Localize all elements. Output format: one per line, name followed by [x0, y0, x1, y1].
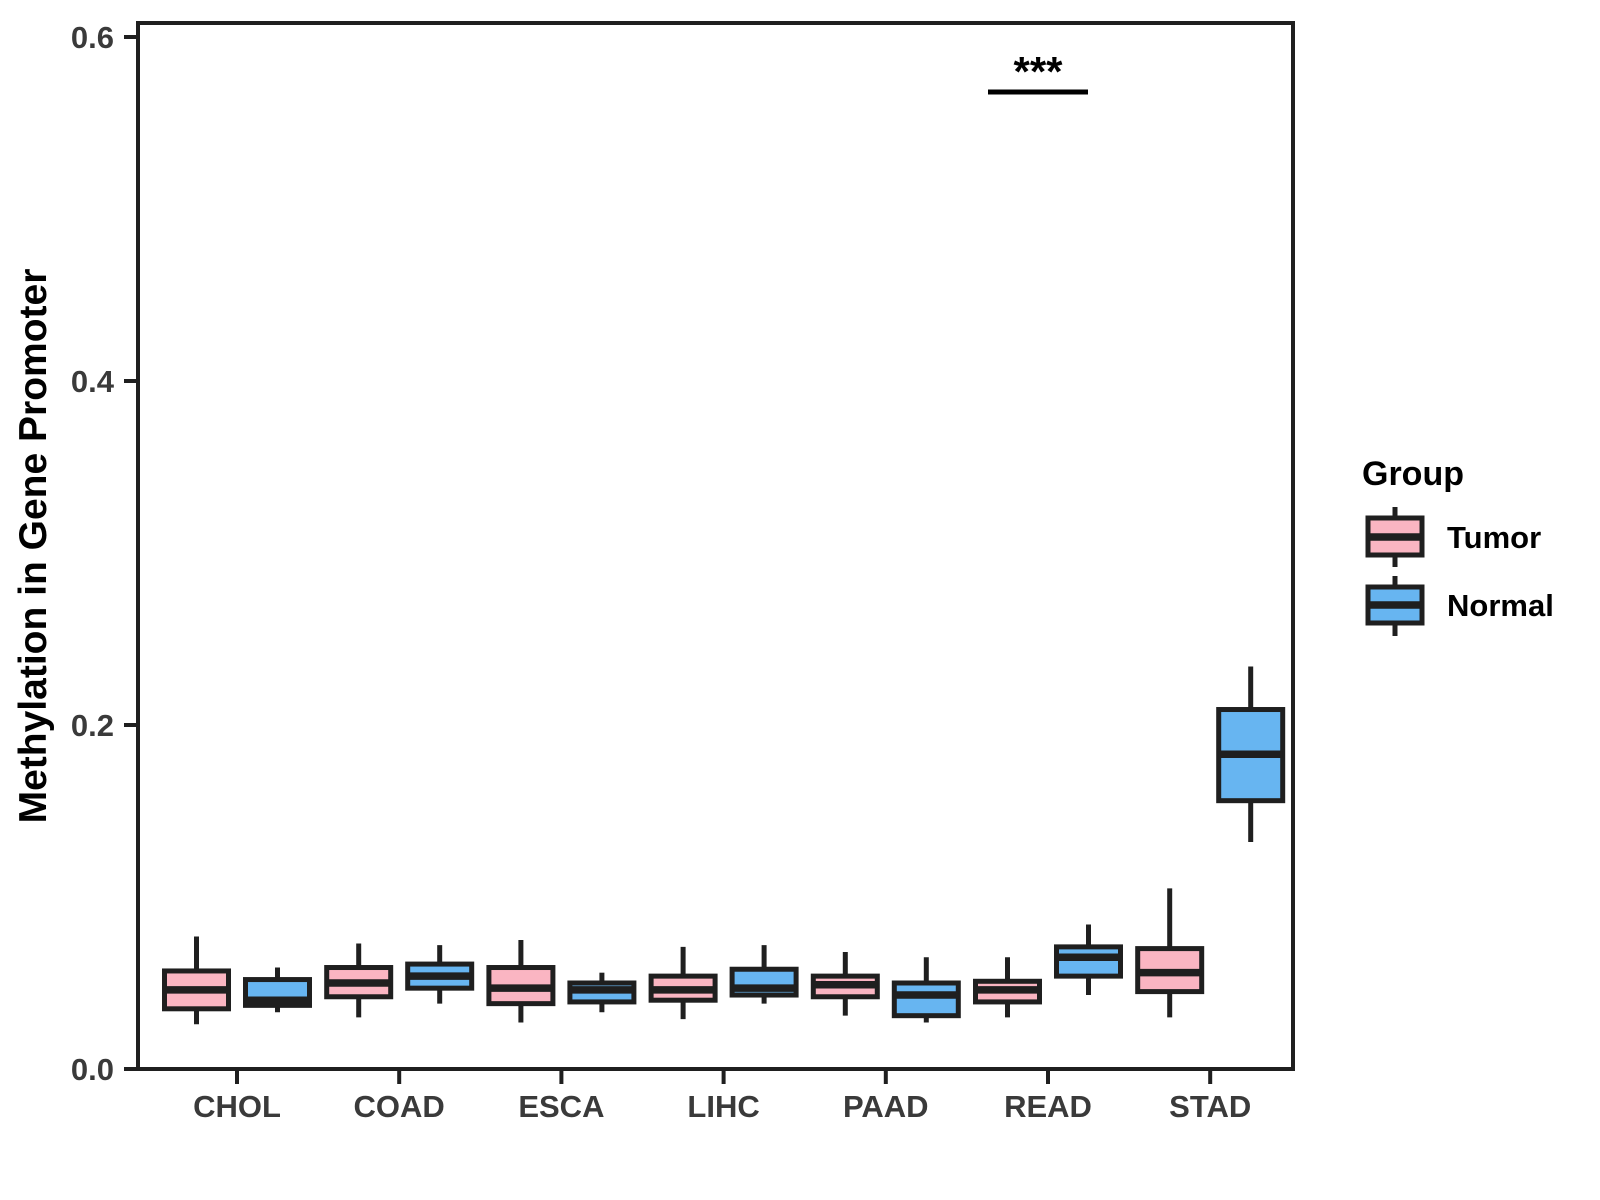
- y-tick-label: 0.6: [71, 20, 114, 55]
- boxplot-read-normal: [1054, 924, 1123, 996]
- boxplot-coad-normal: [405, 945, 475, 1004]
- x-axis-label-chol: CHOL: [193, 1089, 281, 1124]
- legend-label-normal: Normal: [1447, 588, 1554, 623]
- y-tick-label: 0.0: [71, 1052, 114, 1087]
- x-axis-label-stad: STAD: [1169, 1089, 1251, 1124]
- legend: Group Tumor Normal: [1362, 455, 1554, 636]
- boxplot-chol-tumor: [162, 936, 231, 1025]
- x-axis-label-lihc: LIHC: [687, 1089, 759, 1124]
- x-axis-label-coad: COAD: [354, 1089, 445, 1124]
- boxplot-paad-tumor: [810, 952, 880, 1016]
- iqr-box: [891, 980, 961, 1019]
- x-axis-label-read: READ: [1004, 1089, 1092, 1124]
- legend-entry-normal: Normal: [1365, 576, 1554, 636]
- x-axis-label-paad: PAAD: [843, 1089, 929, 1124]
- y-tick-label: 0.2: [71, 708, 114, 743]
- boxplot-lihc-tumor: [648, 946, 718, 1020]
- y-axis-title: Methylation in Gene Promoter: [12, 269, 55, 824]
- boxplot-chol-normal: [243, 967, 312, 1013]
- boxplot-esca-tumor: [486, 940, 556, 1023]
- legend-entry-tumor: Tumor: [1365, 507, 1541, 567]
- boxplot-lihc-normal: [729, 945, 799, 1004]
- y-tick-label: 0.4: [71, 364, 115, 399]
- panel-border: [136, 21, 1295, 1071]
- boxplot-stad-tumor: [1135, 888, 1205, 1018]
- plot-area: 0.0 0.2 0.4 0.6 CHOL COAD ESCA LIHC PAAD READ STAD…: [71, 20, 1286, 1124]
- tumor-boxplot-key-icon: [1365, 507, 1425, 567]
- iqr-box: [1054, 944, 1123, 979]
- boxplot-esca-normal: [567, 972, 637, 1013]
- boxplot-read-tumor: [973, 957, 1042, 1018]
- significance-stars: ***: [1013, 48, 1063, 95]
- legend-label-tumor: Tumor: [1447, 520, 1541, 555]
- legend-title: Group: [1362, 455, 1464, 493]
- boxplot-coad-tumor: [324, 943, 394, 1018]
- x-axis-label-esca: ESCA: [518, 1089, 604, 1124]
- boxplot-stad-normal: [1216, 666, 1286, 842]
- boxplot-paad-normal: [891, 957, 961, 1023]
- normal-boxplot-key-icon: [1365, 576, 1425, 636]
